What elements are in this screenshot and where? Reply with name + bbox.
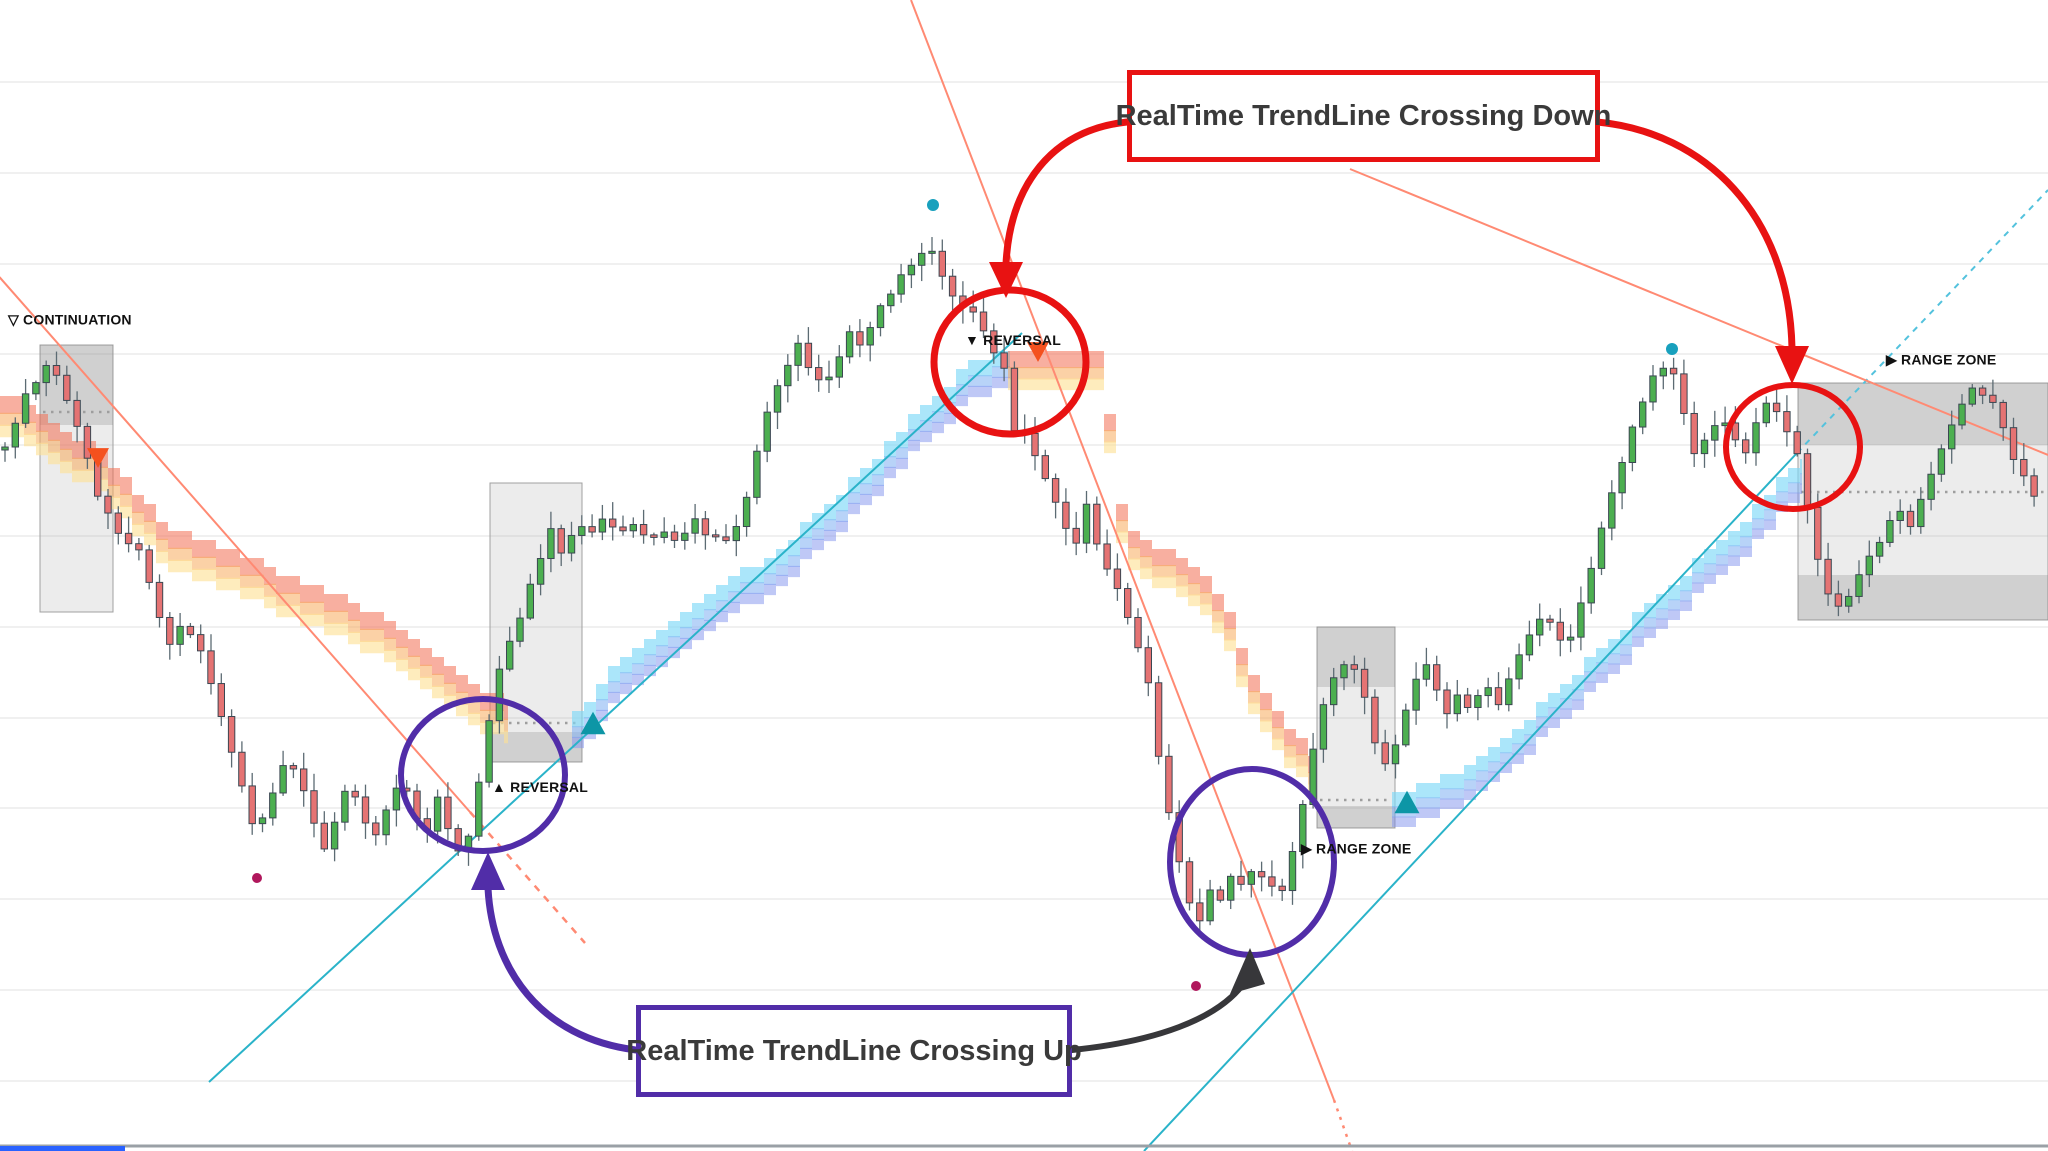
callout-trendline-crossing-down: RealTime TrendLine Crossing Down — [1116, 70, 1611, 162]
label-range-zone-mid: ▶ RANGE ZONE — [1301, 840, 1412, 857]
label-continuation: ▽ CONTINUATION — [8, 311, 132, 328]
trend-ribbons — [0, 351, 1802, 828]
label-range-zone-right: ▶ RANGE ZONE — [1886, 351, 1997, 368]
signal-markers — [87, 199, 1678, 991]
candlesticks — [1, 237, 2038, 936]
bottom-bar — [0, 1144, 2048, 1151]
label-reversal-top: ▼ REVERSAL — [965, 332, 1061, 348]
callout-trendline-crossing-up: RealTime TrendLine Crossing Up — [626, 1005, 1082, 1097]
highlight-circles — [398, 286, 1863, 958]
annotation-arrows — [471, 118, 1809, 1054]
gridlines — [0, 81, 2048, 1082]
range-zone-boxes — [39, 344, 2048, 829]
label-reversal-bottom: ▲ REVERSAL — [492, 779, 588, 795]
